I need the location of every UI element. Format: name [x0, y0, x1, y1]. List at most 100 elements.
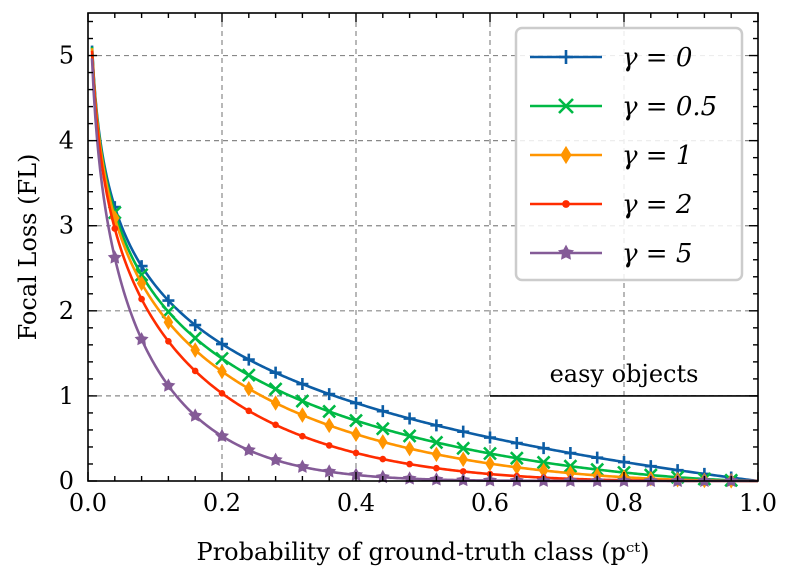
x-axis-title: Probability of ground-truth class (pᶜᵗ): [197, 538, 650, 566]
dot-marker: [138, 295, 145, 303]
dot-marker: [245, 407, 253, 415]
ticks: [87, 13, 759, 482]
diamond-marker: [136, 275, 147, 292]
dot-marker: [111, 225, 119, 232]
y-tick-label: 5: [59, 42, 74, 70]
star-marker: [188, 408, 203, 422]
diamond-marker: [560, 145, 572, 165]
x-tick-label: 0.0: [69, 489, 107, 517]
plus-marker: [484, 431, 496, 444]
easy-objects-label: easy objects: [550, 360, 699, 388]
tick-labels: 0.0 0.2 0.4 0.6 0.8 1.0 0 1 2 3 4 5: [59, 42, 777, 517]
plot-frame: [87, 12, 759, 482]
plus-marker: [537, 442, 550, 455]
diamond-marker: [324, 417, 334, 434]
x-marker: [295, 394, 310, 408]
diamond-marker: [270, 395, 281, 411]
dot-marker: [191, 367, 199, 375]
star-marker: [268, 452, 283, 466]
dot-marker: [352, 449, 360, 457]
x-marker: [509, 451, 524, 466]
annotation-layer: easy objects: [490, 360, 758, 397]
y-axis-title: Focal Loss (FL): [14, 154, 42, 341]
legend-entry-1: γ = 0.5: [530, 92, 717, 122]
diamond-marker: [538, 462, 549, 479]
star-marker: [107, 250, 122, 264]
diamond-marker: [458, 451, 468, 468]
x-marker: [268, 382, 283, 397]
series-line-1: [90, 46, 758, 483]
x-marker: [349, 413, 363, 428]
star-marker: [557, 244, 575, 260]
diamond-marker: [485, 455, 495, 472]
x-marker: [241, 368, 256, 383]
dot-marker: [562, 200, 570, 208]
legend-label: γ = 0: [622, 43, 692, 73]
x-tick-label: 0.8: [605, 489, 643, 517]
plus-marker: [323, 388, 336, 401]
dot-marker: [325, 442, 333, 449]
y-tick-label: 0: [59, 467, 74, 495]
x-marker: [134, 267, 149, 282]
legend-entry-2: γ = 1: [530, 141, 692, 171]
star-marker: [322, 464, 337, 478]
star-marker: [215, 428, 229, 443]
diamond-marker: [512, 459, 522, 476]
plus-marker: [376, 405, 389, 418]
legend-label: γ = 1: [622, 141, 692, 171]
x-tick-label: 0.4: [337, 489, 375, 517]
plus-marker: [564, 447, 577, 460]
legend-label: γ = 2: [622, 190, 692, 220]
dot-marker: [218, 390, 226, 397]
plus-marker: [403, 412, 416, 425]
plus-marker: [618, 456, 630, 469]
y-tick-label: 1: [59, 382, 74, 410]
plus-marker: [216, 338, 228, 351]
dot-marker: [433, 464, 440, 472]
diamond-marker: [217, 363, 227, 380]
legend-entry-3: γ = 2: [530, 190, 692, 220]
plus-marker: [644, 460, 657, 473]
star-marker: [295, 459, 310, 473]
diamond-marker: [163, 314, 174, 331]
x-tick-label: 1.0: [739, 489, 777, 517]
diamond-marker: [404, 440, 415, 457]
diamond-marker: [351, 426, 361, 443]
dot-marker: [272, 421, 279, 429]
plus-marker: [189, 319, 202, 332]
diamond-marker: [297, 407, 308, 423]
x-tick-label: 0.6: [471, 489, 509, 517]
plus-marker: [510, 437, 523, 450]
plus-marker: [559, 50, 573, 64]
x-marker: [215, 351, 229, 366]
x-marker: [483, 446, 497, 461]
x-marker: [456, 441, 471, 456]
x-marker: [188, 331, 203, 346]
x-marker: [558, 98, 574, 114]
dot-marker: [379, 455, 387, 463]
diamond-marker: [431, 446, 442, 463]
plus-marker: [350, 397, 362, 410]
y-tick-label: 4: [59, 127, 74, 155]
x-marker: [375, 421, 390, 436]
x-marker: [402, 429, 417, 443]
plus-marker: [162, 294, 175, 307]
plus-marker: [591, 451, 604, 464]
dot-marker: [406, 460, 413, 468]
diamond-marker: [378, 434, 388, 450]
x-marker: [536, 455, 551, 470]
star-marker: [161, 378, 176, 392]
legend-box: [514, 26, 744, 282]
dot-marker: [165, 337, 172, 345]
legend-label: γ = 5: [622, 239, 692, 269]
x-marker: [322, 404, 337, 419]
legend-label: γ = 0.5: [622, 92, 717, 122]
plus-marker: [296, 378, 309, 391]
legend-entry-4: γ = 5: [530, 239, 692, 269]
x-marker: [429, 435, 444, 450]
legend-entry-0: γ = 0: [530, 43, 692, 73]
x-tick-label: 0.2: [203, 489, 241, 517]
star-marker: [134, 331, 149, 346]
dot-marker: [459, 468, 467, 475]
